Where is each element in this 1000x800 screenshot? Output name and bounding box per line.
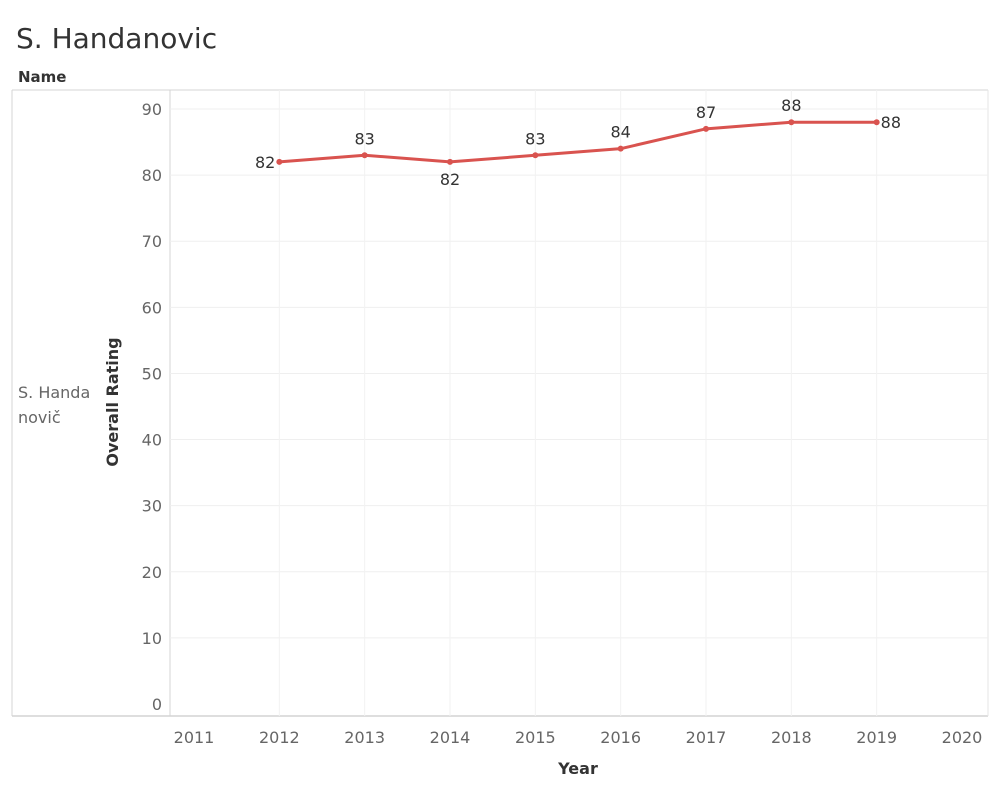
data-point	[532, 152, 539, 159]
y-tick-label: 50	[142, 364, 162, 383]
data-point	[361, 152, 368, 159]
x-tick-label: 2016	[600, 728, 641, 747]
data-point	[276, 158, 283, 165]
x-tick-label: 2018	[771, 728, 812, 747]
data-label: 88	[781, 96, 801, 115]
y-tick-label: 60	[142, 298, 162, 317]
y-tick-label: 0	[152, 695, 162, 714]
data-label: 83	[525, 129, 545, 148]
y-tick-label: 70	[142, 232, 162, 251]
x-tick-label: 2014	[430, 728, 471, 747]
y-tick-label: 80	[142, 166, 162, 185]
data-point	[788, 119, 795, 126]
data-point	[703, 125, 709, 132]
x-tick-label: 2012	[259, 728, 300, 747]
x-tick-label: 2013	[344, 728, 385, 747]
x-tick-label: 2015	[515, 728, 556, 747]
x-axis-title: Year	[557, 759, 598, 778]
x-tick-label: 2011	[174, 728, 215, 747]
data-label: 84	[610, 123, 630, 142]
x-tick-label: 2019	[856, 728, 897, 747]
data-label: 82	[440, 170, 460, 189]
y-tick-label: 40	[142, 431, 162, 450]
row-name-value: S. Handanovič	[18, 383, 91, 427]
data-label: 82	[255, 153, 275, 172]
data-label: 83	[354, 129, 374, 148]
y-tick-label: 20	[142, 563, 162, 582]
x-tick-label: 2020	[942, 728, 983, 747]
data-point	[447, 158, 453, 165]
y-tick-label: 30	[142, 497, 162, 516]
row-field-header: Name	[18, 68, 67, 86]
y-tick-label: 10	[142, 629, 162, 648]
data-label: 87	[696, 103, 716, 122]
data-label: 88	[881, 113, 901, 132]
chart-title: S. Handanovic	[16, 22, 218, 55]
x-tick-label: 2017	[686, 728, 727, 747]
y-axis-title: Overall Rating	[103, 337, 122, 466]
series-line	[279, 120, 877, 164]
y-tick-label: 90	[142, 100, 162, 119]
data-point	[873, 119, 880, 126]
data-point	[617, 145, 624, 152]
